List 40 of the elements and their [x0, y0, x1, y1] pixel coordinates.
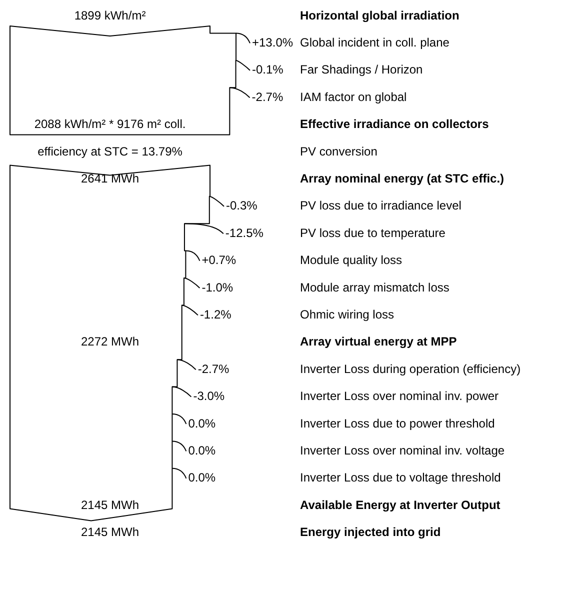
data-label: -3.0% — [193, 389, 225, 404]
category-label: Effective irradiance on collectors — [300, 117, 490, 132]
data-label: -12.5% — [225, 226, 264, 240]
data-label: 0.0% — [188, 416, 216, 430]
data-label: 2641 MWh — [80, 172, 140, 186]
category-label: Inverter Loss due to voltage threshold — [300, 470, 501, 485]
data-label: efficiency at STC = 13.79% — [38, 144, 183, 158]
category-label: Array virtual energy at MPP — [300, 334, 457, 349]
data-label: -1.0% — [202, 280, 234, 294]
category-label: Module quality loss — [300, 253, 402, 268]
data-label: -2.7% — [198, 362, 230, 376]
category-label: Global incident in coll. plane — [300, 36, 450, 50]
category-label: Far Shadings / Horizon — [300, 62, 423, 77]
data-label: 1899 kWh/m² — [74, 8, 146, 22]
category-label: Inverter Loss over nominal inv. voltage — [300, 444, 505, 458]
category-label: Inverter Loss during operation (efficiency) — [300, 362, 521, 376]
category-label: PV loss due to irradiance level — [300, 198, 462, 213]
category-label: IAM factor on global — [300, 90, 407, 104]
data-label: 0.0% — [188, 470, 216, 485]
data-label: 0.0% — [188, 444, 216, 458]
category-label: Available Energy at Inverter Output — [300, 498, 500, 512]
data-label: 2088 kWh/m² * 9176 m² coll. — [34, 117, 186, 132]
category-label: Module array mismatch loss — [300, 280, 450, 294]
data-label: 2145 MWh — [80, 525, 140, 540]
category-label: Array nominal energy (at STC effic.) — [300, 172, 504, 186]
data-label: 2145 MWh — [80, 498, 140, 512]
category-label: Horizontal global irradiation — [300, 8, 460, 22]
data-label: -1.2% — [200, 308, 232, 322]
data-label: +13.0% — [252, 36, 294, 50]
data-label: -0.1% — [252, 62, 284, 77]
data-label: -2.7% — [252, 90, 284, 104]
category-label: Inverter Loss due to power threshold — [300, 416, 495, 430]
category-label: Energy injected into grid — [300, 525, 441, 540]
category-label: Inverter Loss over nominal inv. power — [300, 389, 499, 404]
data-label: +0.7% — [202, 253, 236, 268]
data-label: -0.3% — [226, 198, 258, 213]
data-label: 2272 MWh — [80, 334, 140, 349]
category-label: PV conversion — [300, 144, 378, 158]
category-label: Ohmic wiring loss — [300, 308, 394, 322]
category-label: PV loss due to temperature — [300, 226, 446, 240]
